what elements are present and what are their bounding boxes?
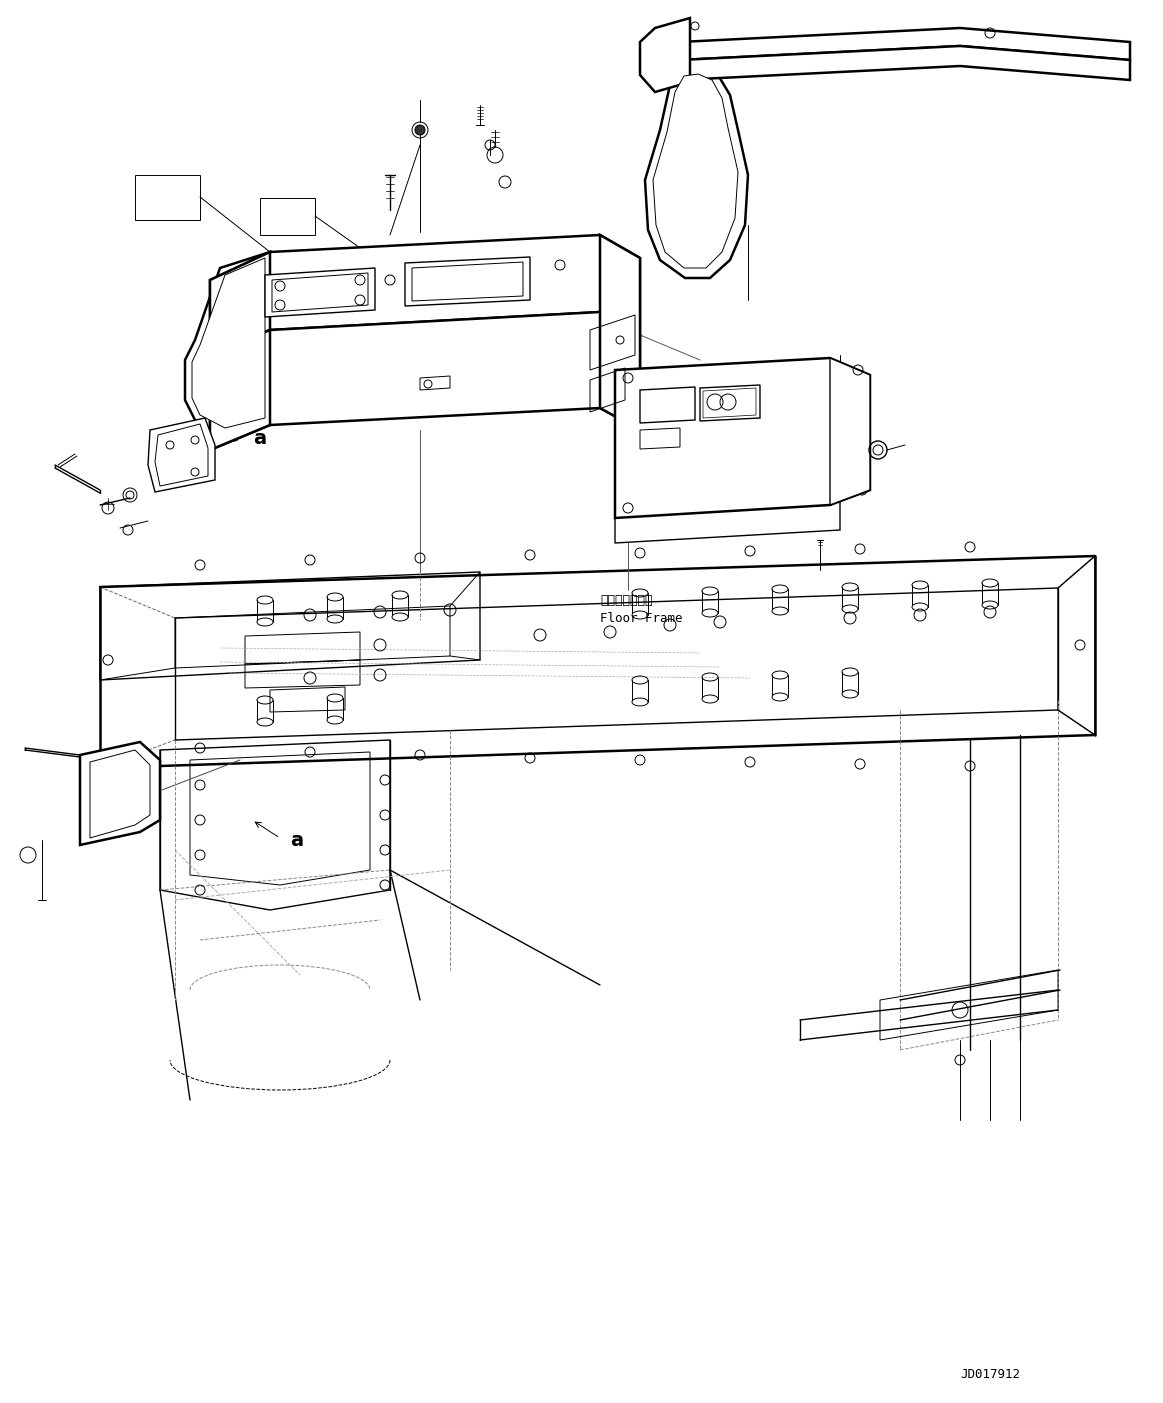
Polygon shape <box>211 330 270 450</box>
Ellipse shape <box>842 605 858 613</box>
Ellipse shape <box>912 603 928 610</box>
Polygon shape <box>640 18 690 93</box>
Polygon shape <box>148 418 215 492</box>
Polygon shape <box>652 74 739 268</box>
Ellipse shape <box>632 699 648 706</box>
Ellipse shape <box>327 615 343 623</box>
Circle shape <box>415 125 424 135</box>
Ellipse shape <box>702 694 718 703</box>
Polygon shape <box>211 311 640 450</box>
Polygon shape <box>412 262 523 302</box>
Polygon shape <box>405 257 530 306</box>
Ellipse shape <box>772 693 789 702</box>
Text: a: a <box>290 831 304 849</box>
Polygon shape <box>615 358 870 518</box>
Polygon shape <box>680 46 1130 80</box>
Ellipse shape <box>982 600 998 609</box>
Polygon shape <box>680 28 1130 60</box>
Polygon shape <box>185 253 270 435</box>
Ellipse shape <box>327 716 343 724</box>
Text: Floor Frame: Floor Frame <box>600 612 683 624</box>
Ellipse shape <box>257 617 273 626</box>
Polygon shape <box>600 234 640 429</box>
Polygon shape <box>80 742 160 845</box>
Polygon shape <box>615 436 840 543</box>
Polygon shape <box>272 274 368 311</box>
Polygon shape <box>211 253 270 355</box>
Ellipse shape <box>257 718 273 725</box>
Ellipse shape <box>842 690 858 699</box>
Text: JD017912: JD017912 <box>959 1368 1020 1382</box>
Text: フロアフレーム: フロアフレーム <box>600 593 652 606</box>
Polygon shape <box>265 268 374 317</box>
Text: a: a <box>254 428 266 448</box>
Polygon shape <box>830 358 870 505</box>
Polygon shape <box>211 234 640 355</box>
Polygon shape <box>192 258 265 428</box>
Polygon shape <box>645 67 748 278</box>
Ellipse shape <box>632 610 648 619</box>
Ellipse shape <box>702 609 718 617</box>
Ellipse shape <box>772 607 789 615</box>
Ellipse shape <box>392 613 408 622</box>
